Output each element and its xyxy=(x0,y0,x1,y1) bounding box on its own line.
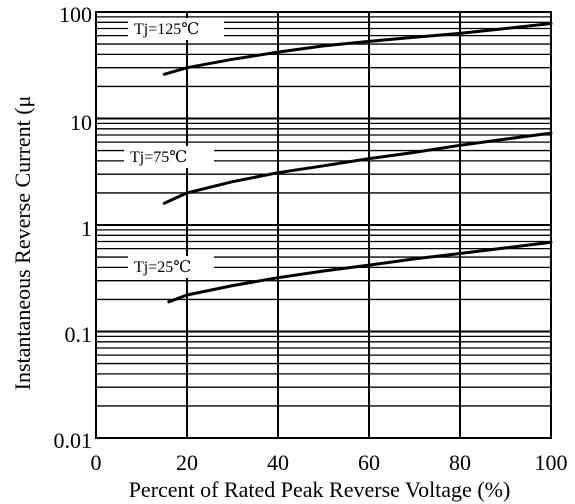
y-tick-label: 100 xyxy=(59,2,92,27)
y-tick-label: 0.1 xyxy=(65,322,93,347)
plot-frame xyxy=(95,11,552,439)
curve-2 xyxy=(162,131,553,205)
curve-labels: Tj=125℃ Tj=75℃ Tj=25℃ xyxy=(124,18,224,278)
tick-labels: 0 20 40 60 80 100 0.01 0.1 1 10 100 xyxy=(54,2,568,475)
y-axis-title: Instantaneous Reverse Current (μ xyxy=(10,96,35,391)
x-tick-label: 40 xyxy=(267,450,289,475)
curve-label: Tj=125℃ xyxy=(134,21,199,38)
y-tick-label: 1 xyxy=(81,216,92,241)
curve-1 xyxy=(162,22,553,76)
x-tick-label: 100 xyxy=(535,450,568,475)
y-tick-label: 0.01 xyxy=(54,428,93,453)
x-tick-label: 80 xyxy=(449,450,471,475)
x-tick-label: 0 xyxy=(91,450,102,475)
x-axis-title: Percent of Rated Peak Reverse Voltage (%… xyxy=(129,477,511,502)
curve-label: Tj=75℃ xyxy=(130,149,187,166)
grid-lines xyxy=(96,12,551,438)
curves xyxy=(162,22,553,304)
curve-3 xyxy=(167,240,553,304)
curve-label-background xyxy=(128,18,224,40)
curve-label-background xyxy=(128,256,214,278)
x-tick-label: 60 xyxy=(358,450,380,475)
y-tick-label: 10 xyxy=(70,110,92,135)
x-tick-label: 20 xyxy=(176,450,198,475)
curve-label-background xyxy=(124,146,214,168)
curve-label: Tj=25℃ xyxy=(134,259,191,276)
